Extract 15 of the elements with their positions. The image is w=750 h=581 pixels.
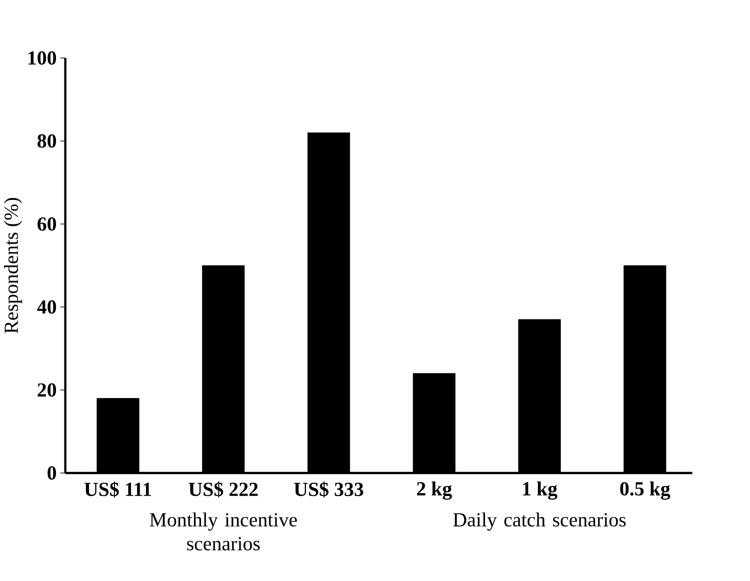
y-tick-label: 0 (48, 466, 56, 480)
x-tick-label: US$ 333 (294, 482, 364, 498)
y-tick-label: 60 (38, 217, 56, 231)
x-tick-label: 1 kg (523, 482, 558, 500)
text: Monthly incentive scenarios (150, 512, 297, 550)
x-tick-label: US$ 111 (84, 482, 152, 498)
x-tick-label: US$ 222 (188, 482, 258, 498)
text: Daily catch scenarios (453, 512, 626, 531)
x-tick-label: 2 kg (416, 482, 452, 500)
y-tick-label: 20 (38, 383, 56, 397)
y-tick-label: 40 (37, 300, 56, 314)
y-tick-label: 80 (38, 134, 56, 148)
y-axis-title: Respondents (%) (4, 198, 22, 334)
y-tick-label: 100 (28, 51, 56, 65)
x-tick-label: 0.5 kg (620, 482, 670, 500)
